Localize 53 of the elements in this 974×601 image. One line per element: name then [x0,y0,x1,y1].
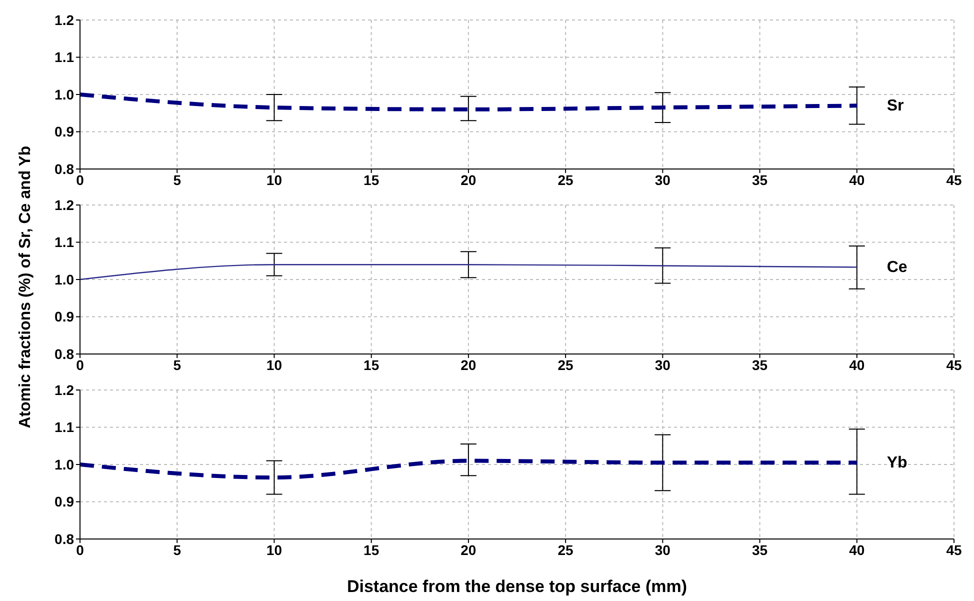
x-tick-label: 35 [752,172,768,188]
series-label: Sr [886,98,904,115]
y-axis-title: Atomic fractions (%) of Sr, Ce and Yb [17,144,35,430]
series-label: Yb [886,454,908,472]
x-tick-label: 0 [76,356,84,373]
x-tick-label: 0 [76,172,84,188]
x-tick-label: 40 [849,172,865,188]
x-tick-label: 10 [266,356,282,373]
x-tick-label: 30 [654,356,671,373]
x-axis-title: Distance from the dense top surface (mm) [346,577,688,597]
x-tick-label: 15 [364,356,380,373]
x-tick-label: 5 [173,542,182,558]
y-tick-label: 1.2 [54,12,74,28]
y-tick-label: 0.8 [54,346,74,362]
y-tick-label: 1.0 [54,86,74,102]
y-tick-label: 1.1 [54,49,74,66]
x-tick-label: 20 [460,542,476,558]
y-tick-label: 1.1 [54,234,74,250]
line-series [80,92,859,112]
x-tick-label: 10 [266,542,282,558]
x-tick-label: 30 [654,172,671,188]
x-tick-label: 35 [752,542,768,558]
y-tick-label: 0.8 [54,530,74,547]
x-tick-label: 5 [173,356,182,373]
x-tick-label: 20 [460,172,476,188]
y-tick-label: 0.9 [54,124,74,140]
x-tick-label: 20 [460,356,476,373]
x-tick-label: 40 [849,356,865,373]
x-tick-label: 45 [946,542,962,558]
y-tick-label: 1.0 [54,271,74,288]
x-tick-label: 25 [558,356,574,373]
series-label: Ce [886,259,908,276]
y-tick-label: 1.2 [54,196,74,213]
x-tick-label: 5 [173,172,182,188]
x-tick-label: 45 [946,172,962,188]
x-tick-label: 25 [558,542,574,558]
x-tick-label: 30 [654,542,671,558]
x-tick-label: 40 [849,542,865,558]
y-tick-label: 1.0 [54,456,74,472]
x-tick-label: 35 [752,356,768,373]
y-tick-label: 1.1 [54,419,74,436]
x-tick-label: 15 [364,172,380,188]
x-tick-label: 0 [76,542,84,558]
x-tick-label: 45 [946,356,962,373]
y-tick-label: 0.9 [54,494,74,510]
x-tick-label: 25 [558,172,574,188]
y-tick-label: 0.9 [54,308,74,325]
x-tick-label: 15 [364,542,380,558]
line-series [80,458,859,480]
line-series [80,264,858,280]
y-tick-label: 0.8 [54,160,74,177]
y-tick-label: 1.2 [54,382,74,398]
x-tick-label: 10 [266,172,282,188]
